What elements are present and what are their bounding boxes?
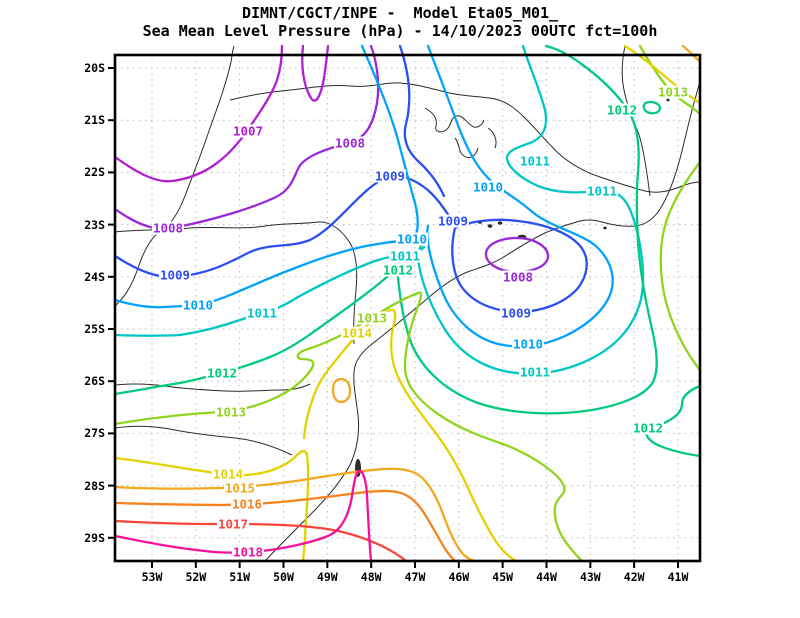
lon-tick-label: 41W <box>667 570 689 584</box>
contour-label-1012: 1012 <box>631 420 665 436</box>
contour-label-1012: 1012 <box>205 365 239 381</box>
isobar-1010-ring <box>426 44 614 348</box>
contour-label-1011: 1011 <box>585 183 619 199</box>
contour-label-1014: 1014 <box>340 325 374 341</box>
isobar-1013-east-bow <box>659 160 702 373</box>
isobar-1007-tongue <box>301 44 330 102</box>
island <box>603 226 607 230</box>
lon-tick-label: 53W <box>141 570 163 584</box>
isobar-1018 <box>113 469 373 563</box>
isobar-1014 <box>113 449 310 563</box>
contour-label-1010: 1010 <box>181 297 215 313</box>
lat-tick-label: 28S <box>84 478 105 493</box>
contour-label-1009: 1009 <box>158 267 192 283</box>
isobar-1014-hairpin <box>302 308 518 563</box>
figure-subtitle: Sea Mean Level Pressure (hPa) - 14/10/20… <box>142 22 658 40</box>
state-border-sc-rs <box>114 425 293 456</box>
lon-tick-label: 48W <box>360 570 382 584</box>
axis-ticks <box>108 67 679 568</box>
contour-label-1009: 1009 <box>499 305 533 321</box>
lon-tick-label: 46W <box>448 570 470 584</box>
isobar-1012 <box>113 44 658 415</box>
coastline <box>264 81 701 562</box>
lat-tick-label: 21S <box>84 113 105 128</box>
contour-label-1011: 1011 <box>388 248 422 264</box>
lat-tick-label: 25S <box>84 322 105 336</box>
lat-tick-label: 29S <box>84 530 105 545</box>
island <box>497 221 503 225</box>
contour-label-1016: 1016 <box>230 496 264 512</box>
contour-label-1008: 1008 <box>501 269 535 285</box>
island <box>487 224 493 228</box>
contour-label-1010: 1010 <box>471 179 505 195</box>
contour-label-1010: 1010 <box>395 231 429 247</box>
lat-tick-label: 20S <box>84 61 105 75</box>
isobar-1017 <box>113 519 408 563</box>
contour-label-1015: 1015 <box>223 480 257 496</box>
lat-tick-label: 22S <box>84 165 105 180</box>
lat-tick-label: 24S <box>84 269 105 284</box>
isobar-1011-ring <box>417 44 645 375</box>
contour-label-1009: 1009 <box>436 213 470 229</box>
contour-label-1007: 1007 <box>231 123 265 139</box>
contour-label-1013: 1013 <box>656 84 690 100</box>
island <box>666 98 670 102</box>
isobar-1015-coastal-oval <box>331 377 352 404</box>
state-border-paranapanema <box>114 221 358 345</box>
lon-tick-label: 45W <box>492 570 514 584</box>
contour-label-1011: 1011 <box>245 305 279 321</box>
lat-tick-label: 26S <box>84 374 105 389</box>
state-border-minas <box>229 82 701 193</box>
contour-label-1012: 1012 <box>605 102 639 118</box>
lon-tick-label: 51W <box>229 570 251 584</box>
isobar-1008-low-center <box>484 236 550 274</box>
lon-tick-label: 42W <box>623 570 645 584</box>
contour-label-1010: 1010 <box>511 336 545 352</box>
lon-tick-label: 49W <box>316 570 338 584</box>
lon-tick-label: 52W <box>185 570 207 584</box>
contour-label-1011: 1011 <box>518 364 552 380</box>
isobar-1013 <box>113 291 584 563</box>
figure-title: DIMNT/CGCT/INPE - Model Eta05_M01_ <box>241 4 559 22</box>
lat-tick-label: 23S <box>84 217 105 232</box>
contour-label-1008: 1008 <box>151 220 185 236</box>
contour-label-1018: 1018 <box>231 544 265 560</box>
isobar-1009-ring <box>451 218 588 314</box>
contour-label-1011: 1011 <box>518 153 552 169</box>
lon-tick-label: 50W <box>273 570 294 584</box>
contour-label-1014: 1014 <box>211 466 245 482</box>
lon-tick-label: 43W <box>579 570 601 584</box>
contour-label-1017: 1017 <box>216 516 250 532</box>
isobar-1016 <box>113 489 457 563</box>
isobar-1009-north <box>398 44 446 198</box>
map-frame <box>113 53 702 563</box>
contour-label-1008: 1008 <box>333 135 367 151</box>
contour-label-1009: 1009 <box>373 168 407 184</box>
furnas-reservoir <box>424 107 497 159</box>
isobar-1015 <box>113 467 476 563</box>
isobar-1012-small-loop <box>642 100 662 115</box>
lon-tick-label: 44W <box>536 570 557 584</box>
contour-label-1013: 1013 <box>355 310 389 326</box>
lon-tick-label: 47W <box>404 570 426 584</box>
contour-label-1013: 1013 <box>214 404 248 420</box>
lat-tick-label: 27S <box>84 426 105 441</box>
contour-label-1012: 1012 <box>381 262 415 278</box>
